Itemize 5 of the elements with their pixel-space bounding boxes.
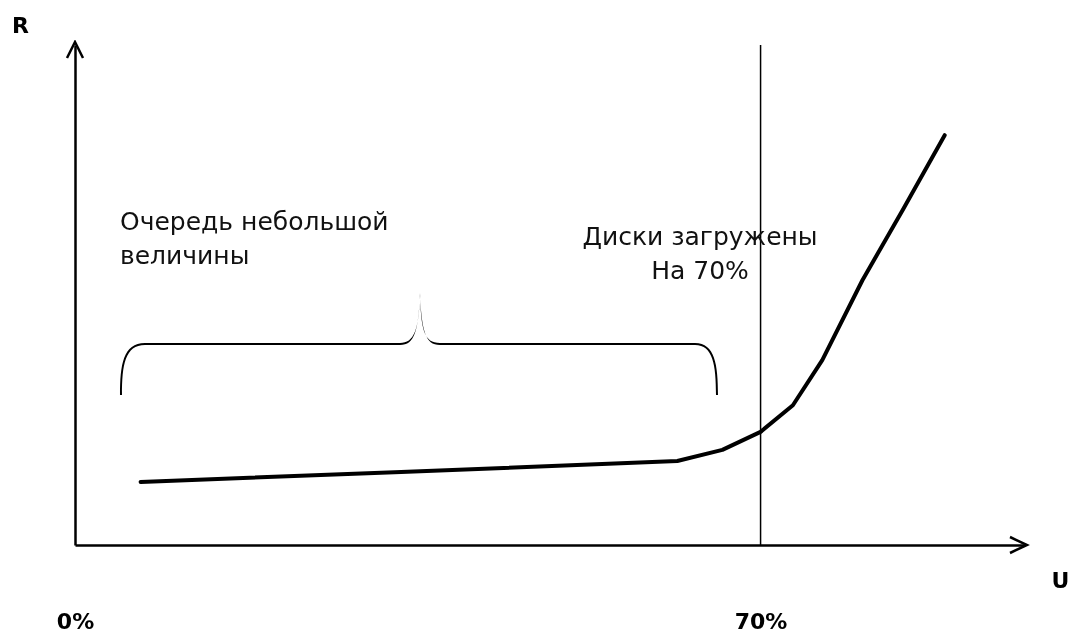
- x-tick-label: 0%: [56, 608, 95, 634]
- y-axis-title: R: [12, 12, 30, 38]
- x-tick-label: 70%: [734, 608, 788, 634]
- annotation: Очередь небольшой величины: [120, 206, 390, 272]
- x-axis-title: U: [1051, 567, 1070, 593]
